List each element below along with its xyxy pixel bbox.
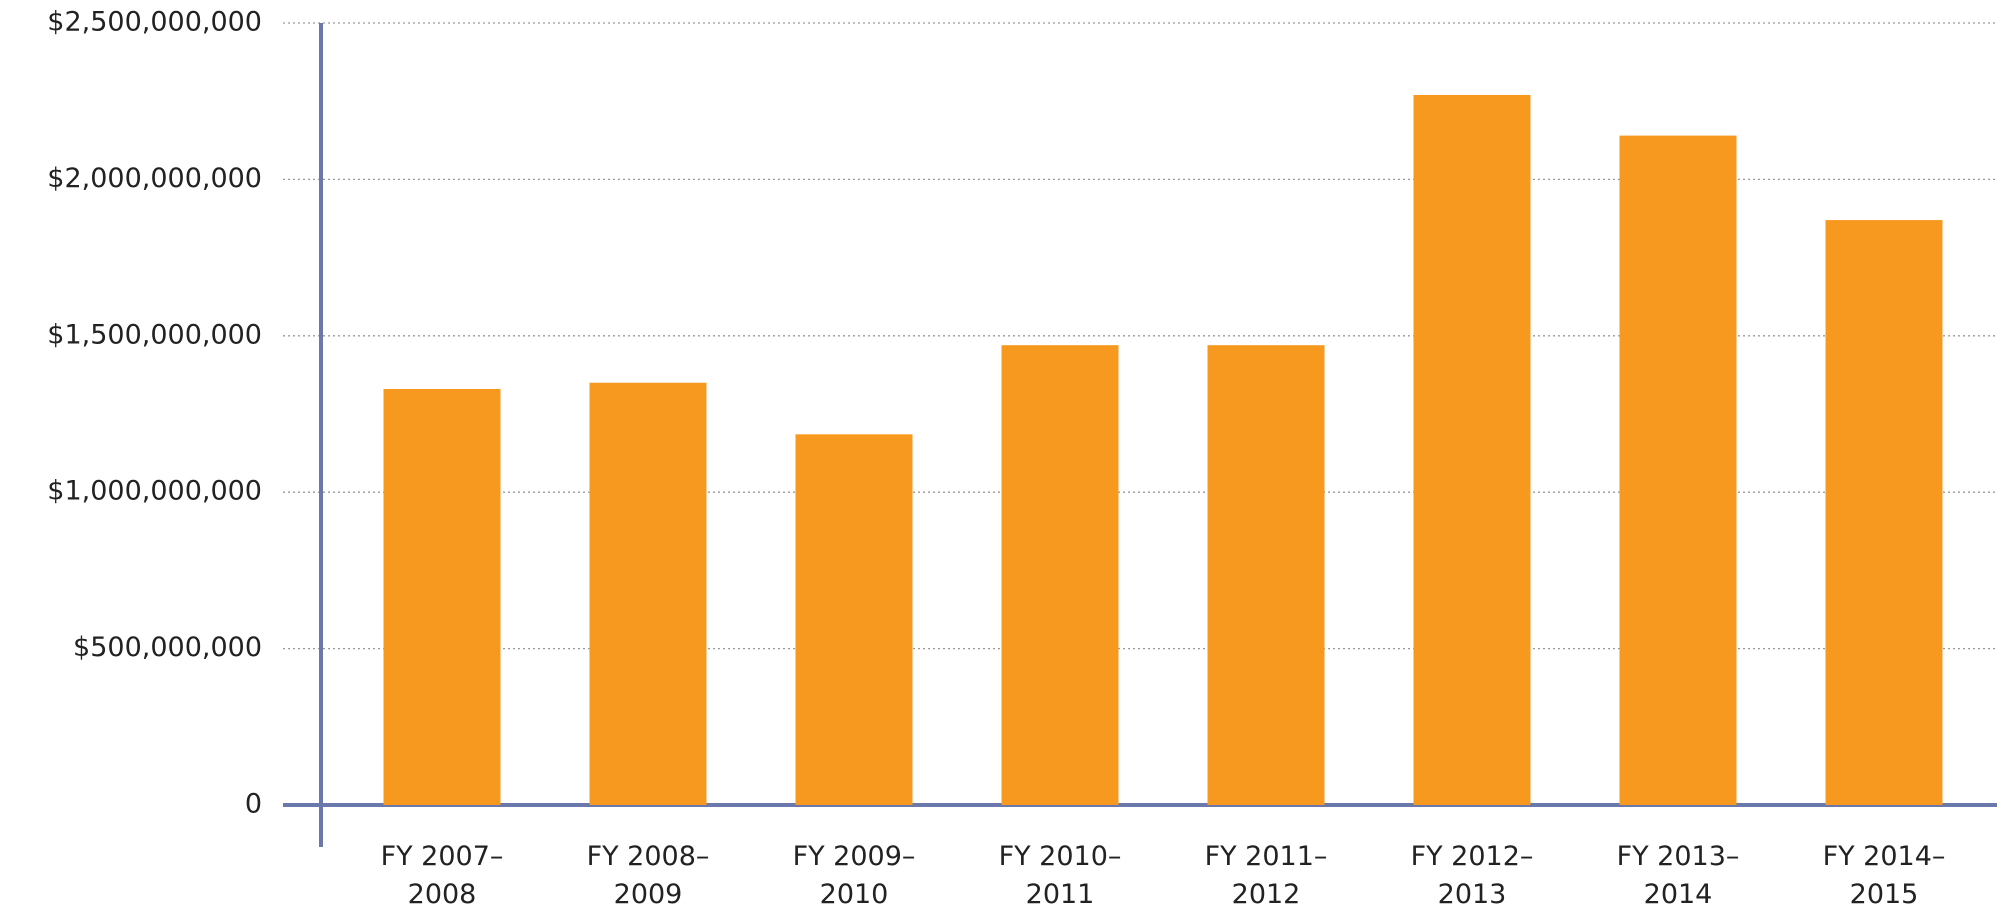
- bar: [1619, 135, 1737, 805]
- x-tick-label: FY 2012– 2013: [1411, 841, 1534, 910]
- x-tick-label-line: FY 2013–: [1617, 841, 1740, 872]
- x-tick-label: FY 2014– 2015: [1823, 841, 1946, 910]
- bar: [1825, 220, 1943, 806]
- y-tick-label: $500,000,000: [73, 632, 262, 663]
- x-tick-label-line: 2010: [820, 879, 889, 910]
- x-tick-label-line: FY 2008–: [587, 841, 710, 872]
- x-tick-label-line: FY 2011–: [1205, 841, 1328, 872]
- y-tick-label: 0: [245, 789, 262, 820]
- bar: [1207, 345, 1325, 805]
- x-tick-label-line: 2011: [1026, 879, 1095, 910]
- x-tick-label-line: 2012: [1232, 879, 1301, 910]
- x-tick-label-line: FY 2007–: [381, 841, 504, 872]
- bar: [383, 388, 501, 805]
- bar: [1413, 94, 1531, 806]
- bar: [589, 382, 707, 805]
- x-tick-label-line: 2014: [1644, 879, 1713, 910]
- x-tick-label: FY 2013– 2014: [1617, 841, 1740, 910]
- y-tick-label: $2,000,000,000: [47, 163, 262, 194]
- x-tick-label: FY 2010– 2011: [999, 841, 1122, 910]
- bar: [795, 434, 913, 805]
- x-tick-label-line: FY 2012–: [1411, 841, 1534, 872]
- x-tick-label-line: 2015: [1850, 879, 1919, 910]
- x-tick-label-line: 2008: [408, 879, 477, 910]
- x-tick-label-line: FY 2009–: [793, 841, 916, 872]
- x-tick-label: FY 2007– 2008: [381, 841, 504, 910]
- y-tick-label: $2,500,000,000: [47, 7, 262, 38]
- bar: [1001, 345, 1119, 805]
- x-tick-label: FY 2008– 2009: [587, 841, 710, 910]
- y-tick-label: $1,000,000,000: [47, 476, 262, 507]
- x-tick-label-line: FY 2010–: [999, 841, 1122, 872]
- y-tick-label: $1,500,000,000: [47, 319, 262, 350]
- x-tick-label: FY 2009– 2010: [793, 841, 916, 910]
- x-tick-label-line: 2009: [614, 879, 683, 910]
- x-tick-label-line: FY 2014–: [1823, 841, 1946, 872]
- x-tick-label: FY 2011– 2012: [1205, 841, 1328, 910]
- x-tick-label-line: 2013: [1438, 879, 1507, 910]
